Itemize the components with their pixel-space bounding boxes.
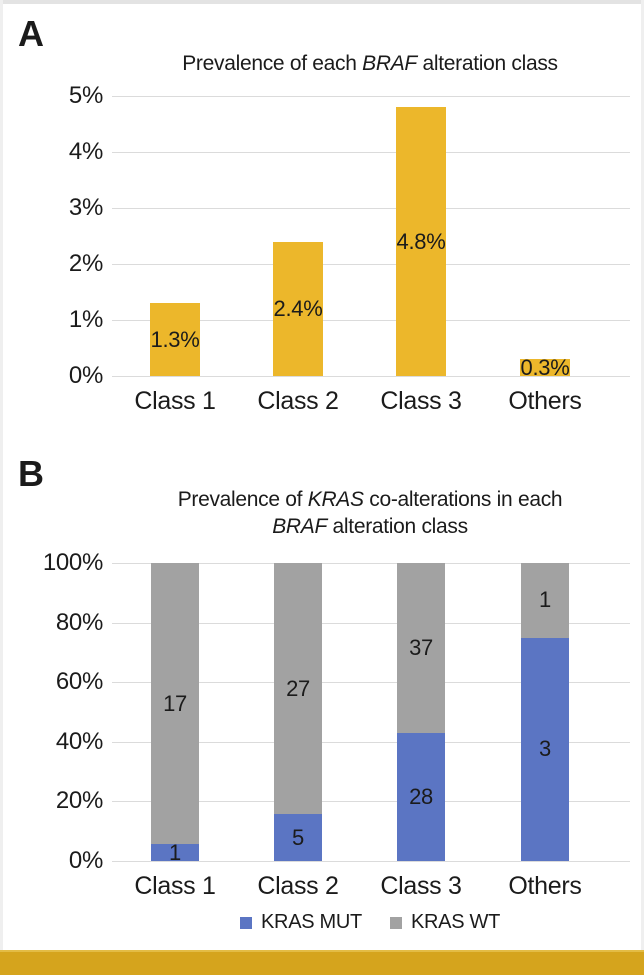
gridline	[112, 320, 630, 321]
gridline	[112, 682, 630, 684]
left-edge-divider	[0, 0, 3, 952]
y-tick-label: 3%	[68, 194, 103, 221]
x-category-label-class-1: Class 1	[134, 387, 216, 415]
legend-item-kras-mut: KRAS MUT	[240, 911, 362, 934]
panel-a-letter: A	[18, 13, 44, 54]
x-category-label-class-1: Class 1	[134, 872, 216, 900]
gridline	[112, 376, 630, 377]
segment-kras-mut-class-3: 28	[397, 732, 445, 861]
title-text: Prevalence of each	[182, 52, 363, 75]
gene-name: KRAS	[307, 488, 364, 511]
right-edge-divider	[641, 0, 644, 952]
legend-label: KRAS WT	[410, 911, 500, 933]
legend-item-kras-wt: KRAS WT	[389, 911, 500, 934]
x-category-label-others: Others	[508, 387, 582, 415]
x-category-label-others: Others	[508, 872, 582, 900]
title-line: Prevalence of each BRAF alteration class	[112, 50, 628, 77]
title-line: Prevalence of KRAS co-alterations in eac…	[112, 486, 628, 513]
panel-a-plot: 5% 4% 3% 2% 1% 0% 1.3% 2.4% 4.8% 0.3% Class 1 Class…	[69, 84, 630, 415]
gridline	[112, 264, 630, 265]
gridline	[112, 563, 630, 564]
gene-name: BRAF	[272, 515, 327, 538]
bar-value-label: 0.3%	[520, 354, 570, 380]
title-text: alteration class	[327, 515, 469, 538]
bar-class-3: 4.8%	[396, 107, 446, 376]
x-category-label-class-3: Class 3	[380, 872, 462, 900]
gridline	[112, 622, 630, 624]
segment-count-label: 28	[409, 783, 433, 809]
segment-count-label: 1	[539, 587, 551, 613]
segment-kras-wt-class-2: 27	[274, 563, 322, 815]
top-edge-divider	[0, 0, 644, 4]
panel-b-title: Prevalence of KRAS co-alterations in eac…	[112, 486, 628, 540]
segment-count-label: 1	[169, 839, 181, 865]
panel-b-letter: B	[18, 453, 44, 494]
accent-stripe	[0, 950, 644, 975]
y-tick-label: 100%	[42, 549, 103, 576]
y-tick-label: 60%	[55, 668, 103, 696]
segment-count-label: 5	[292, 824, 304, 850]
segment-count-label: 37	[409, 634, 433, 660]
gridline	[112, 208, 630, 209]
y-tick-label: 40%	[55, 727, 103, 755]
panel-b-plot: 100% 80% 60% 40% 20% 0% 1 17 5 27 28 37 3 1 Class 1 Cla…	[43, 551, 630, 900]
bar-others: 0.3%	[520, 355, 570, 380]
segment-count-label: 17	[163, 690, 187, 716]
y-tick-label: 0%	[68, 362, 103, 389]
gridline	[112, 741, 630, 743]
y-tick-label: 2%	[68, 250, 103, 277]
legend-label: KRAS MUT	[261, 911, 362, 933]
kras-wt-swatch	[389, 916, 402, 929]
title-line: BRAF alteration class	[112, 513, 628, 540]
bar-value-label: 2.4%	[273, 295, 323, 321]
segment-kras-mut-class-2: 5	[274, 814, 322, 861]
y-tick-label: 1%	[68, 306, 103, 333]
segment-count-label: 27	[286, 675, 310, 701]
x-category-label-class-2: Class 2	[257, 872, 339, 900]
segment-kras-wt-class-3: 37	[397, 563, 445, 733]
segment-kras-mut-others: 3	[521, 637, 569, 861]
segment-kras-wt-class-1: 17	[151, 563, 199, 845]
y-tick-label: 5%	[68, 82, 103, 109]
y-tick-label: 20%	[55, 787, 103, 815]
panel-b-legend: KRAS MUT KRAS WT	[112, 911, 628, 934]
segment-kras-mut-class-1: 1	[151, 840, 199, 865]
gene-name: BRAF	[362, 52, 417, 75]
x-category-label-class-3: Class 3	[380, 387, 462, 415]
segment-kras-wt-others: 1	[521, 563, 569, 638]
bar-class-2: 2.4%	[273, 241, 323, 376]
segment-count-label: 3	[539, 736, 551, 762]
title-text: co-alterations in each	[363, 488, 563, 511]
gridline	[112, 801, 630, 803]
gridline	[112, 96, 630, 97]
bar-class-1: 1.3%	[150, 303, 200, 376]
bar-value-label: 4.8%	[396, 228, 446, 254]
y-tick-label: 4%	[68, 138, 103, 165]
gridline	[112, 861, 630, 862]
y-tick-label: 80%	[55, 608, 103, 636]
x-category-label-class-2: Class 2	[257, 387, 339, 415]
title-text: alteration class	[416, 52, 558, 75]
panel-a-title: Prevalence of each BRAF alteration class	[112, 50, 628, 77]
y-tick-label: 0%	[68, 847, 103, 874]
bar-value-label: 1.3%	[150, 326, 200, 352]
gridline	[112, 152, 630, 153]
title-text: Prevalence of	[177, 488, 308, 511]
kras-mut-swatch	[240, 916, 253, 929]
